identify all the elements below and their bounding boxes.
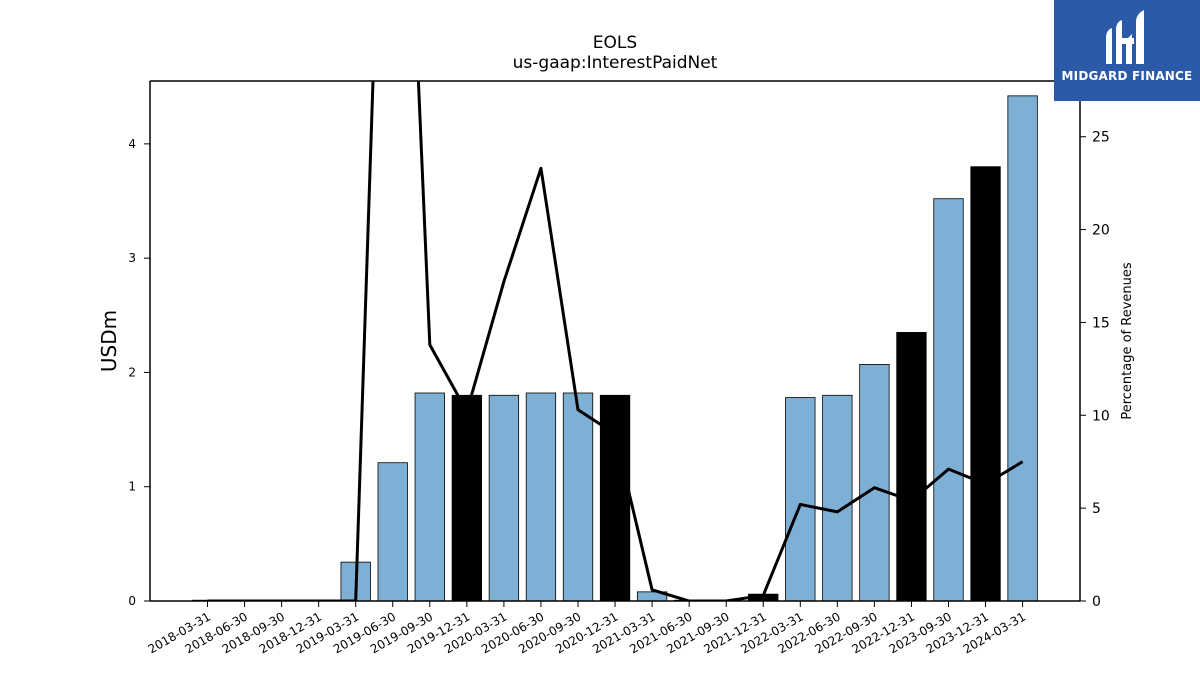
- bar-2019-09-30: [414, 392, 445, 602]
- y2-axis-ticks: 0 5 10 15 20 25: [1080, 130, 1110, 610]
- line-series: [207, 81, 1024, 601]
- y-axis-ticks: 0 1 2 3 4: [128, 137, 150, 608]
- bar-2019-12-31: [451, 394, 483, 602]
- y2-tick-label: 20: [1092, 223, 1110, 239]
- logo-mark-icon: [1106, 10, 1144, 64]
- y2-tick-label: 25: [1092, 130, 1110, 146]
- chart-title: EOLS: [593, 33, 637, 53]
- y2-tick-label: 0: [1092, 594, 1101, 610]
- bar-2022-06-30: [822, 394, 853, 602]
- bar-2023-09-30: [933, 198, 964, 602]
- y-tick-label: 0: [128, 594, 136, 608]
- y2-tick-label: 5: [1092, 501, 1101, 517]
- bar-2020-03-31: [488, 394, 520, 602]
- chart-subtitle: us-gaap:InterestPaidNet: [513, 53, 718, 73]
- y-tick-label: 2: [128, 365, 136, 379]
- line-series-layer: [207, 81, 1024, 601]
- brand-logo: MIDGARD FINANCE: [1054, 0, 1200, 101]
- bar-2024-03-31: [1007, 95, 1038, 602]
- y-axis-label: USDm: [97, 310, 121, 372]
- bar-2019-06-30: [377, 462, 408, 602]
- bar-2020-06-30: [525, 392, 557, 602]
- bar-2020-12-31: [599, 394, 631, 602]
- bar-2022-03-31: [785, 397, 816, 602]
- y2-tick-label: 15: [1092, 315, 1110, 331]
- y2-axis-label: Percentage of Revenues: [1120, 262, 1135, 420]
- y-tick-label: 4: [128, 137, 136, 151]
- bar-2020-09-30: [562, 392, 594, 602]
- y-tick-label: 3: [128, 251, 136, 265]
- y2-tick-label: 10: [1092, 408, 1110, 424]
- bar-2023-12-31: [970, 166, 1001, 602]
- bar-2022-09-30: [859, 364, 890, 602]
- logo-text: MIDGARD FINANCE: [1061, 69, 1193, 83]
- bar-2022-12-31: [896, 332, 927, 602]
- x-axis-ticks: 2018-03-312018-06-302018-09-302018-12-31…: [146, 601, 1028, 656]
- y-tick-label: 1: [128, 480, 136, 494]
- bar-series: [192, 95, 1038, 602]
